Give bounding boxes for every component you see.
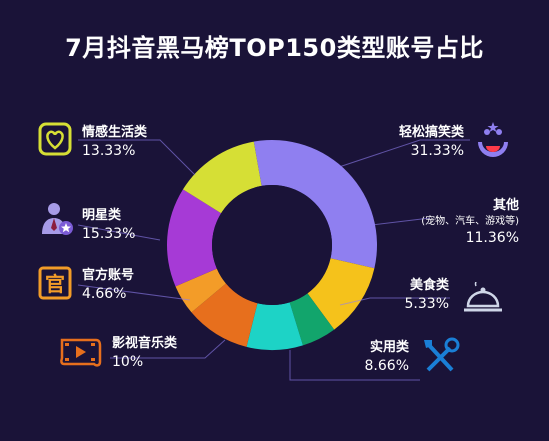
label-film-music: 影视音乐类 10%	[112, 336, 177, 370]
slice-percent: 4.66%	[82, 285, 127, 302]
donut-slice	[307, 258, 375, 330]
donut-slice	[246, 302, 303, 350]
slice-label: 轻松搞笑类	[398, 125, 464, 140]
slice-percent: 10%	[112, 353, 144, 370]
leader-line	[339, 297, 450, 306]
leader-line	[289, 350, 420, 381]
slice-percent: 15.33%	[82, 225, 136, 242]
leader-line	[110, 339, 226, 359]
heart-icon	[38, 122, 72, 156]
donut-slice	[191, 283, 258, 347]
star-person-icon	[42, 203, 73, 235]
slice-percent: 31.33%	[410, 142, 464, 159]
slice-percent: 13.33%	[82, 142, 136, 159]
clown-face-icon	[478, 122, 508, 157]
chart-title: 7月抖音黑马榜TOP150类型账号占比	[65, 34, 484, 62]
leader-line	[77, 224, 161, 241]
slice-label: 情感生活类	[82, 125, 148, 140]
food-cloche-icon	[464, 282, 502, 312]
donut-slice	[175, 268, 227, 313]
label-funny: 轻松搞笑类 31.33%	[399, 125, 464, 159]
slice-label: 官方账号	[82, 268, 135, 283]
svg-text:官: 官	[45, 272, 65, 296]
donut-slice	[166, 189, 222, 287]
slice-sublabel: (宠物、汽车、游戏等)	[421, 215, 519, 227]
leader-line	[329, 139, 470, 171]
donut-slice	[253, 140, 377, 269]
label-practical: 实用类 8.66%	[365, 340, 409, 374]
slice-label: 明星类	[82, 208, 122, 223]
leader-line	[78, 139, 196, 176]
label-emotion: 情感生活类 13.33%	[82, 125, 147, 159]
slice-label: 美食类	[409, 278, 449, 293]
tools-icon	[424, 337, 460, 372]
leader-line	[371, 217, 431, 226]
donut-hole	[212, 185, 332, 305]
slice-percent: 5.33%	[404, 295, 449, 312]
film-reel-icon	[60, 338, 102, 367]
slice-label: 实用类	[369, 340, 409, 355]
official-seal-icon: 官	[38, 266, 72, 300]
slice-percent: 11.36%	[465, 229, 519, 246]
slice-percent: 8.66%	[364, 357, 409, 374]
label-celebrity: 明星类 15.33%	[82, 208, 135, 242]
slice-label: 其他	[492, 198, 519, 213]
label-official: 官方账号 4.66%	[82, 268, 134, 302]
donut-slice	[182, 141, 262, 214]
slice-label: 影视音乐类	[112, 336, 178, 351]
donut-slice	[289, 293, 335, 346]
leader-line	[77, 284, 191, 301]
label-food: 美食类 5.33%	[405, 278, 449, 312]
label-other: 其他 (宠物、汽车、游戏等) 11.36%	[421, 198, 519, 246]
